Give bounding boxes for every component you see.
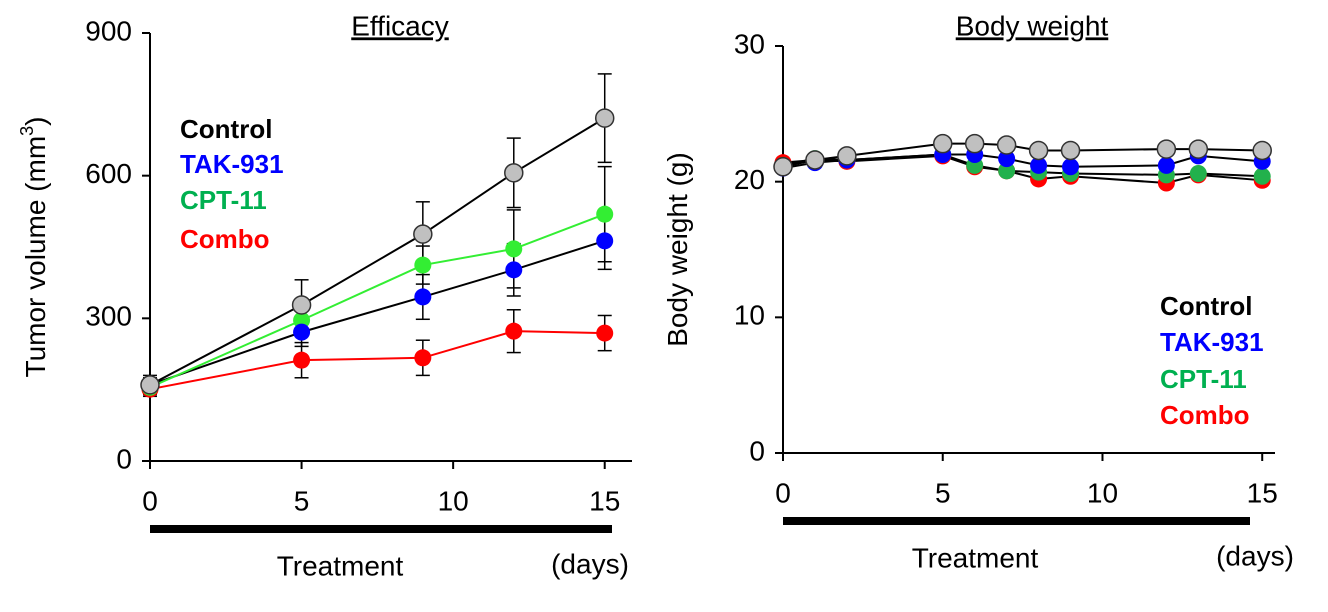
data-point — [293, 351, 311, 369]
data-point — [414, 349, 432, 367]
data-point — [293, 311, 311, 329]
data-point — [1252, 140, 1272, 161]
x-tick-label: 10 — [438, 485, 469, 516]
y-tick-label: 20 — [734, 164, 765, 195]
data-point — [1060, 140, 1081, 161]
data-point — [413, 224, 433, 244]
data-point — [414, 256, 432, 274]
data-point — [596, 205, 614, 223]
data-point — [998, 150, 1016, 168]
x-tick-label: 0 — [142, 485, 158, 516]
data-point — [805, 150, 825, 170]
y-axis-label-text: Body weight (g) — [662, 152, 693, 347]
data-point — [505, 322, 523, 340]
legend-entry: Combo — [180, 224, 270, 254]
data-point — [594, 108, 615, 128]
data-point — [291, 295, 312, 315]
legend-entry: CPT-11 — [1160, 364, 1247, 394]
y-tick-label: 300 — [85, 301, 132, 332]
data-point — [504, 163, 524, 183]
x-unit-label: (days) — [551, 548, 629, 579]
data-point — [837, 146, 857, 166]
data-point — [964, 133, 985, 154]
data-point — [505, 240, 523, 258]
y-tick-label: 30 — [734, 28, 765, 59]
legend-entry: Control — [180, 114, 272, 144]
data-point — [998, 162, 1016, 180]
data-point — [293, 323, 311, 341]
data-point — [1028, 140, 1049, 161]
x-tick-label: 15 — [589, 485, 620, 516]
data-point — [140, 375, 160, 395]
data-point — [1188, 139, 1209, 159]
x-unit-label: (days) — [1216, 540, 1294, 571]
treatment-label: Treatment — [912, 542, 1039, 573]
chart-title: Body weight — [956, 10, 1109, 41]
y-tick-label: 0 — [749, 435, 765, 466]
x-tick-label: 10 — [1087, 477, 1118, 508]
x-tick-label: 5 — [294, 485, 310, 516]
treatment-bar — [150, 525, 612, 533]
chart-title: Efficacy — [351, 10, 449, 41]
y-tick-label: 900 — [85, 15, 132, 46]
y-tick-label: 0 — [116, 443, 132, 474]
data-point — [1156, 139, 1177, 159]
x-tick-label: 15 — [1247, 477, 1278, 508]
y-tick-label: 10 — [734, 300, 765, 331]
y-axis-label: Body weight (g) — [662, 152, 693, 347]
treatment-bar — [783, 517, 1250, 525]
data-point — [1157, 156, 1175, 174]
x-tick-label: 5 — [935, 477, 951, 508]
x-tick-label: 0 — [775, 477, 791, 508]
data-point — [1253, 167, 1271, 185]
data-point — [996, 135, 1017, 155]
data-point — [1030, 156, 1048, 174]
data-point — [596, 232, 614, 250]
data-point — [773, 156, 793, 177]
legend-entry: CPT-11 — [180, 185, 267, 215]
y-axis-label: Tumor volume (mm3) — [17, 117, 52, 378]
legend-entry: TAK-931 — [180, 149, 284, 179]
data-point — [932, 133, 953, 154]
data-point — [505, 261, 523, 279]
data-point — [1062, 158, 1080, 176]
legend-entry: Control — [1160, 291, 1252, 321]
legend-entry: Combo — [1160, 400, 1250, 430]
treatment-label: Treatment — [277, 550, 404, 581]
data-point — [596, 324, 614, 342]
data-point — [414, 288, 432, 306]
data-point — [1189, 165, 1207, 183]
y-tick-label: 600 — [85, 158, 132, 189]
legend-entry: TAK-931 — [1160, 327, 1264, 357]
series-line — [149, 239, 606, 386]
y-axis-label-text: Tumor volume (mm — [20, 136, 51, 378]
y-axis-label-sup: 3 — [17, 126, 37, 136]
y-axis-label-end: ) — [20, 117, 51, 126]
